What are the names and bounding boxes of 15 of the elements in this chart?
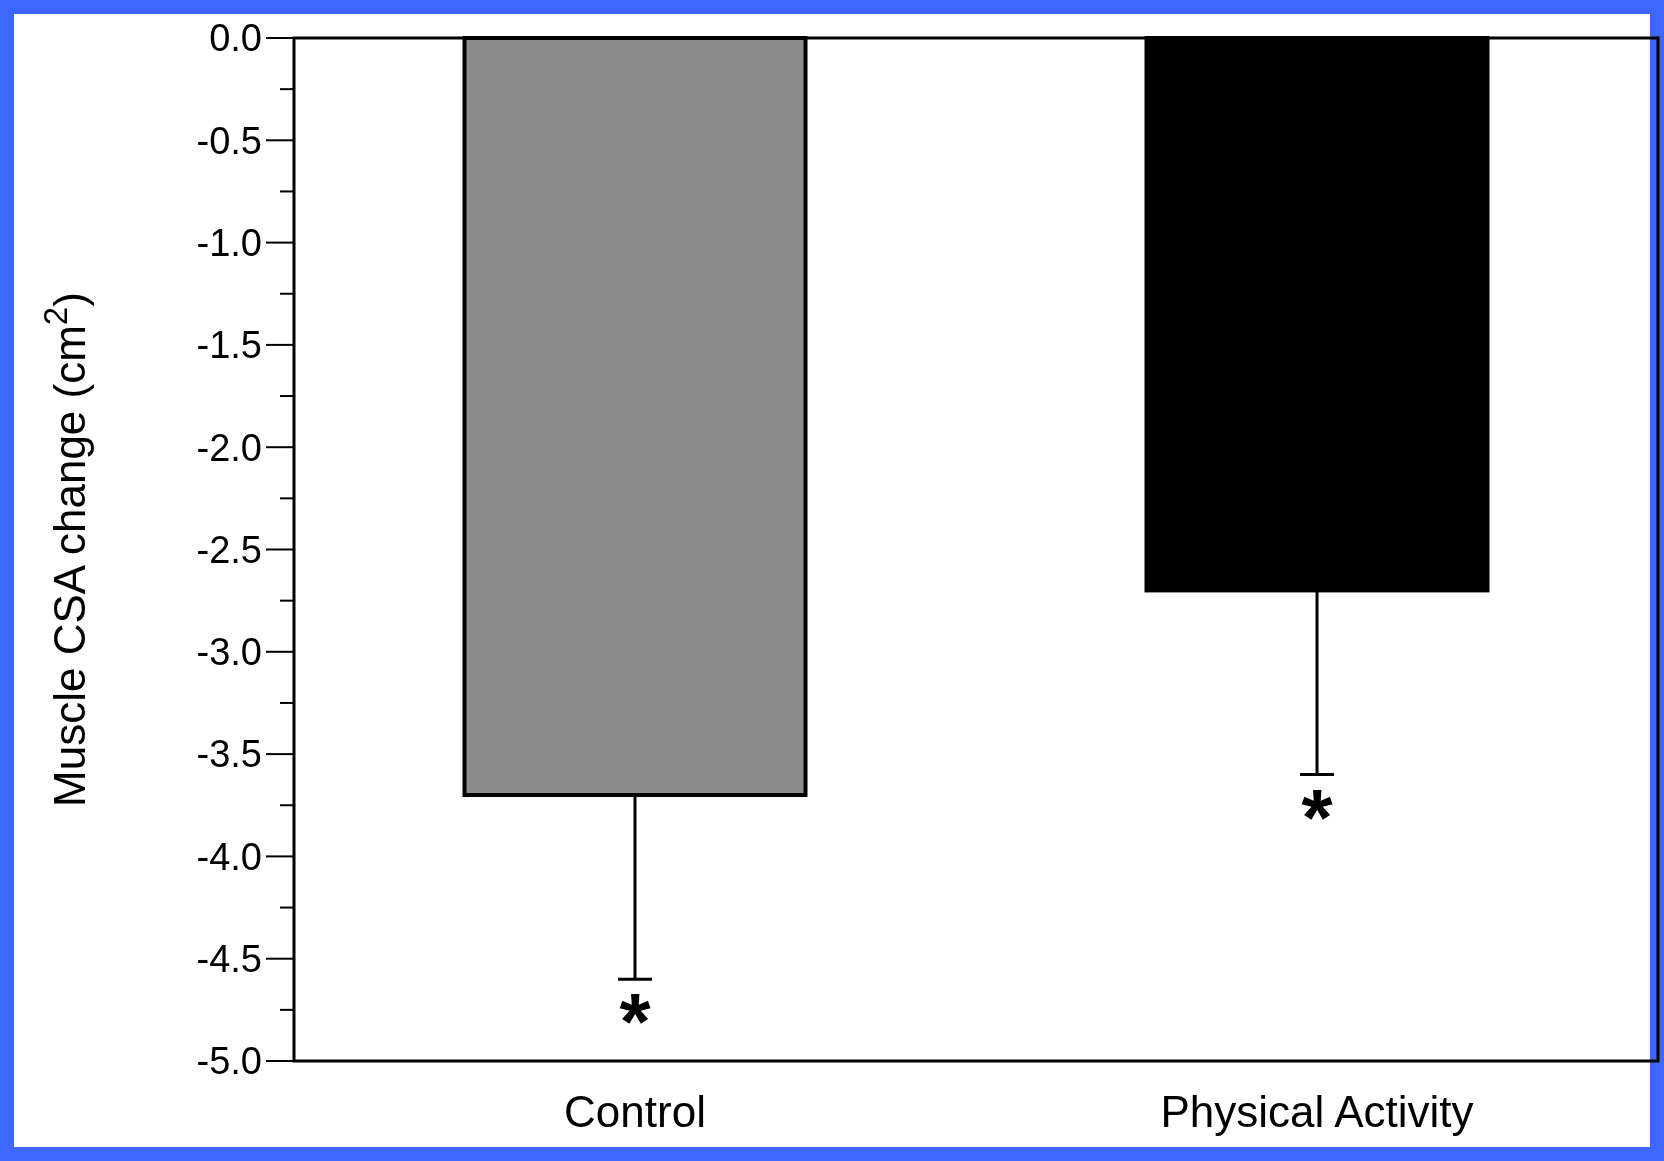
annotation: *: [1301, 772, 1334, 862]
y-tick-label: -4.5: [196, 938, 262, 980]
y-tick-label: -3.5: [196, 733, 262, 776]
y-tick-label: -3.0: [196, 631, 262, 674]
y-tick-label: -2.0: [196, 426, 262, 469]
y-tick-label: 0.0: [209, 17, 262, 60]
y-tick-label: -4.0: [196, 835, 262, 878]
y-tick-label: -1.5: [196, 324, 262, 367]
x-tick-label: Control: [564, 1087, 706, 1136]
annotation: *: [619, 977, 652, 1067]
y-tick-label: -1.0: [196, 221, 262, 264]
x-tick-label: Physical Activity: [1160, 1087, 1474, 1136]
y-tick-label: -0.5: [196, 119, 262, 162]
y-tick-label: -5.0: [196, 1040, 262, 1083]
y-tick-label: -2.5: [196, 528, 262, 571]
